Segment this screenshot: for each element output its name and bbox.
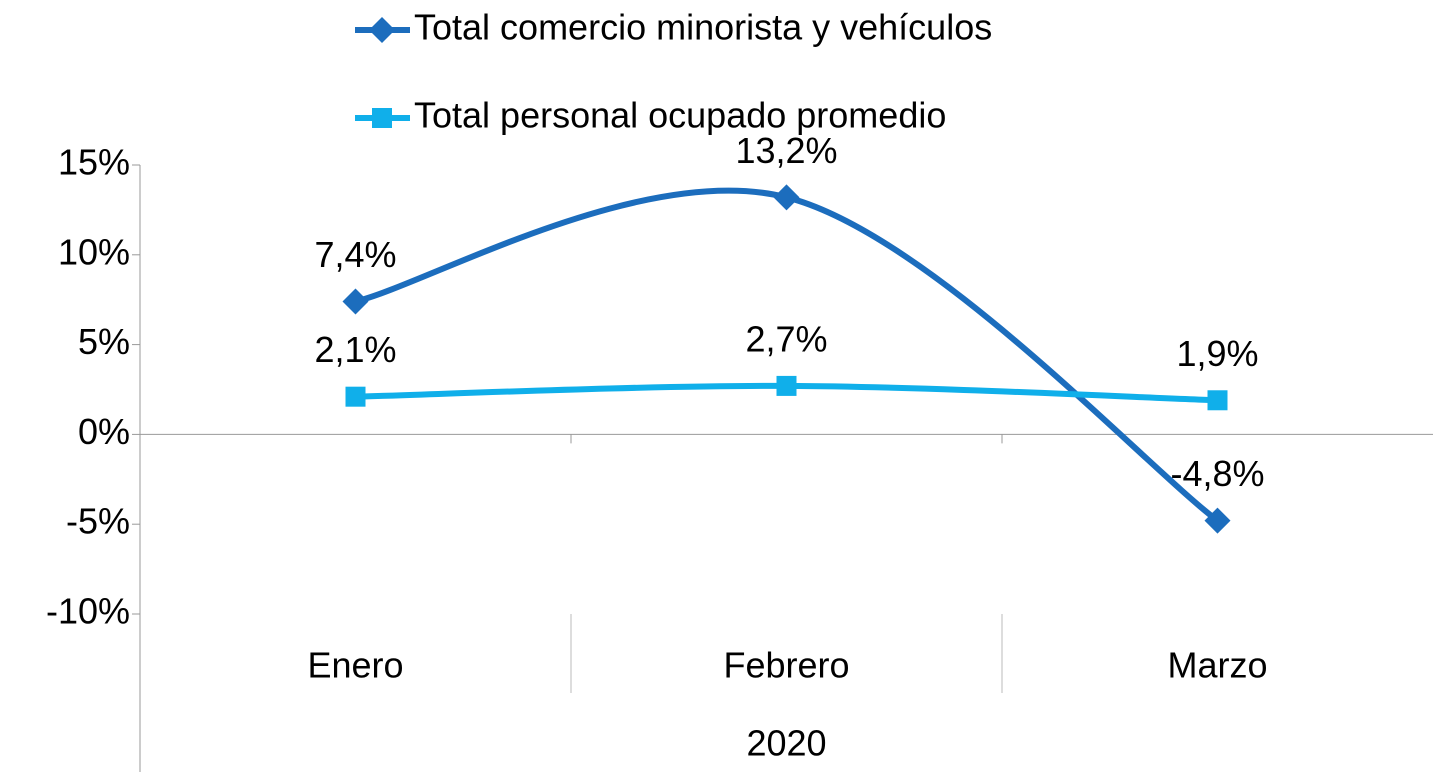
data-label: 2,1% bbox=[314, 329, 396, 370]
legend-label: Total comercio minorista y vehículos bbox=[414, 7, 992, 48]
y-tick-label: 0% bbox=[78, 411, 130, 452]
x-group-label: 2020 bbox=[746, 723, 826, 764]
data-label: 13,2% bbox=[735, 130, 837, 171]
data-point bbox=[342, 288, 369, 315]
x-tick-label: Marzo bbox=[1167, 645, 1267, 686]
data-point bbox=[1204, 507, 1231, 534]
data-label: 1,9% bbox=[1176, 333, 1258, 374]
legend-marker bbox=[372, 108, 392, 128]
data-point bbox=[773, 184, 800, 211]
x-tick-label: Febrero bbox=[723, 645, 849, 686]
legend-label: Total personal ocupado promedio bbox=[414, 95, 946, 136]
data-label: 7,4% bbox=[314, 234, 396, 275]
y-tick-label: 5% bbox=[78, 321, 130, 362]
data-label: -4,8% bbox=[1170, 453, 1264, 494]
y-tick-label: -10% bbox=[46, 591, 130, 632]
y-tick-label: 10% bbox=[58, 231, 130, 272]
y-tick-label: -5% bbox=[66, 501, 130, 542]
data-point bbox=[776, 375, 797, 396]
x-tick-label: Enero bbox=[307, 645, 403, 686]
data-point bbox=[345, 386, 366, 407]
data-point bbox=[1207, 390, 1228, 411]
legend-marker bbox=[369, 17, 395, 43]
y-tick-label: 15% bbox=[58, 142, 130, 183]
data-label: 2,7% bbox=[745, 318, 827, 359]
